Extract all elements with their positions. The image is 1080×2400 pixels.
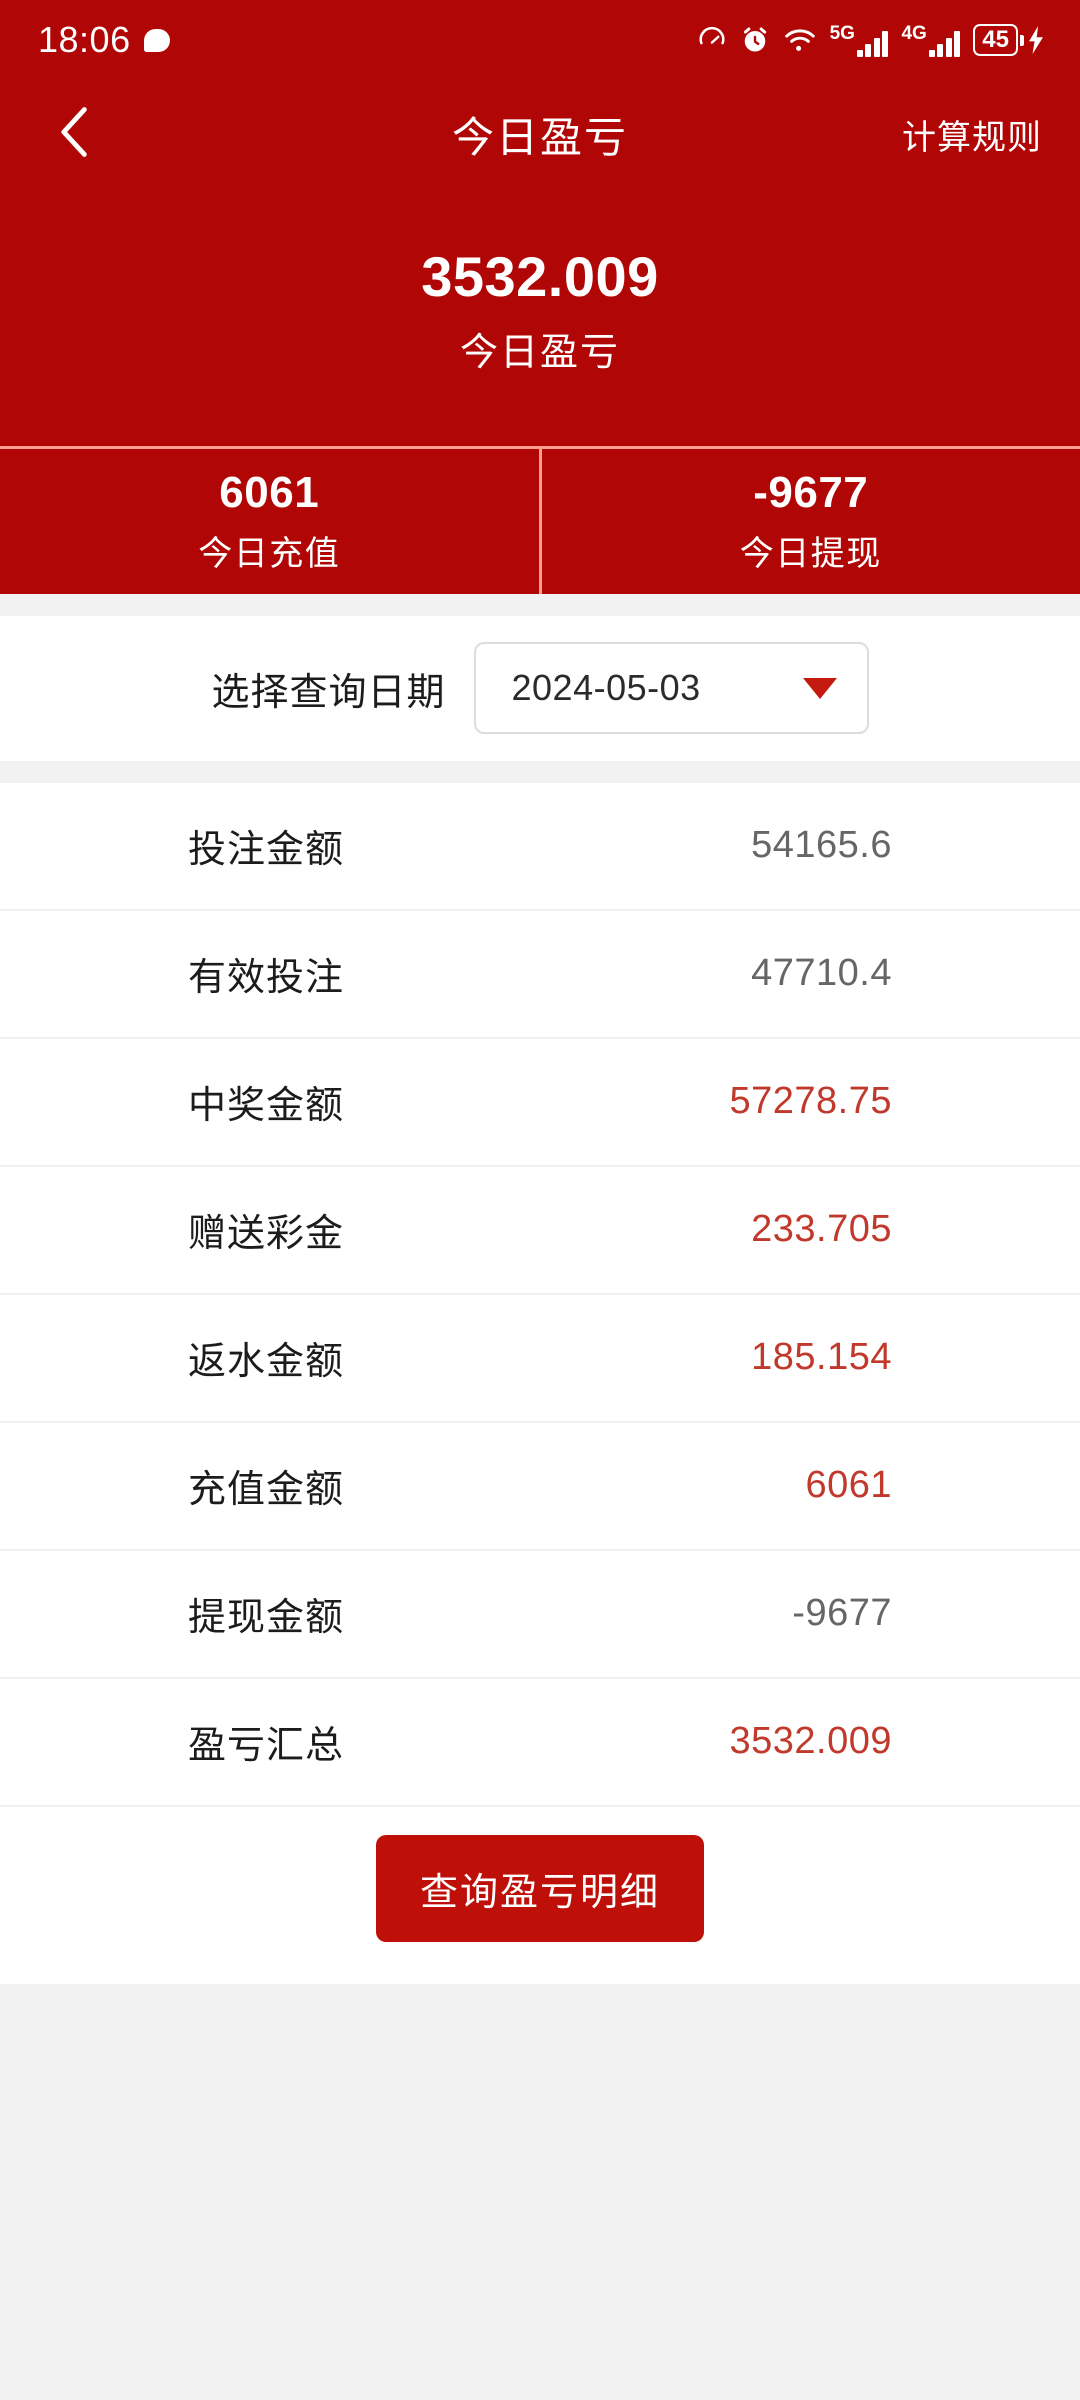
status-bar: 18:06: [0, 0, 1080, 80]
date-filter-section: 选择查询日期 2024-05-03: [0, 615, 1080, 761]
battery-level-text: 45: [973, 24, 1018, 56]
stats-band: 6061 今日充值 -9677 今日提现: [0, 445, 1080, 594]
table-row: 充值金额 6061: [0, 1423, 1080, 1551]
date-filter-label: 选择查询日期: [211, 671, 446, 714]
query-details-button[interactable]: 查询盈亏明细: [375, 1834, 704, 1942]
query-button-container: 查询盈亏明细: [0, 1806, 1080, 1984]
row-value: 6061: [805, 1464, 892, 1507]
alarm-clock-icon: [740, 25, 770, 55]
table-row: 中奖金额 57278.75: [0, 1039, 1080, 1167]
table-row: 盈亏汇总 3532.009: [0, 1679, 1080, 1807]
row-value: 3532.009: [729, 1720, 892, 1763]
red-header-area: 18:06: [0, 0, 1080, 594]
nav-bar: 今日盈亏 计算规则: [0, 80, 1080, 188]
section-gap-top: [0, 593, 1080, 616]
hero-label: 今日盈亏: [459, 331, 620, 374]
stat-value: 6061: [219, 467, 320, 517]
signal-4g-icon: 4G: [901, 24, 961, 57]
row-value: -9677: [792, 1592, 892, 1635]
stat-label: 今日充值: [198, 534, 341, 573]
signal-5g-icon: 5G: [830, 24, 889, 57]
row-label: 中奖金额: [188, 1085, 345, 1128]
stat-withdraw: -9677 今日提现: [538, 448, 1080, 594]
table-row: 提现金额 -9677: [0, 1551, 1080, 1679]
wifi-icon: [783, 26, 817, 54]
table-row: 有效投注 47710.4: [0, 911, 1080, 1039]
row-value: 47710.4: [751, 952, 892, 995]
row-label: 充值金额: [188, 1469, 345, 1512]
row-label: 赠送彩金: [188, 1213, 345, 1256]
row-value: 233.705: [751, 1208, 892, 1251]
hero-value: 3532.009: [421, 245, 659, 308]
stat-label: 今日提现: [739, 534, 882, 573]
row-label: 有效投注: [188, 957, 345, 1000]
status-bar-right: 5G 4G 45: [697, 24, 1046, 57]
date-select-value: 2024-05-03: [511, 667, 701, 709]
stat-value: -9677: [753, 467, 869, 517]
row-label: 投注金额: [188, 829, 345, 872]
status-time: 18:06: [38, 19, 131, 60]
stat-deposit: 6061 今日充值: [0, 449, 539, 594]
row-value: 54165.6: [751, 824, 892, 867]
chevron-down-icon: [802, 677, 837, 699]
hero-summary: 3532.009 今日盈亏: [0, 188, 1080, 446]
row-value: 185.154: [751, 1336, 892, 1379]
row-label: 盈亏汇总: [188, 1725, 345, 1768]
row-label: 返水金额: [188, 1341, 345, 1384]
calculation-rules-link[interactable]: 计算规则: [902, 118, 1042, 157]
chevron-left-icon: [58, 104, 92, 165]
summary-list: 投注金额 54165.6 有效投注 47710.4 中奖金额 57278.75 …: [0, 782, 1080, 1984]
charging-bolt-icon: [1029, 26, 1043, 54]
row-label: 提现金额: [188, 1597, 345, 1640]
status-bar-left: 18:06: [38, 19, 170, 61]
battery-icon: 45: [973, 24, 1046, 56]
dnd-speedometer-icon: [697, 25, 727, 55]
date-select[interactable]: 2024-05-03: [473, 642, 869, 735]
row-value: 57278.75: [729, 1080, 892, 1123]
section-gap-mid: [0, 760, 1080, 783]
table-row: 投注金额 54165.6: [0, 783, 1080, 911]
chat-bubble-icon: [143, 28, 170, 52]
back-button[interactable]: [40, 99, 110, 169]
table-row: 赠送彩金 233.705: [0, 1167, 1080, 1295]
table-row: 返水金额 185.154: [0, 1295, 1080, 1423]
